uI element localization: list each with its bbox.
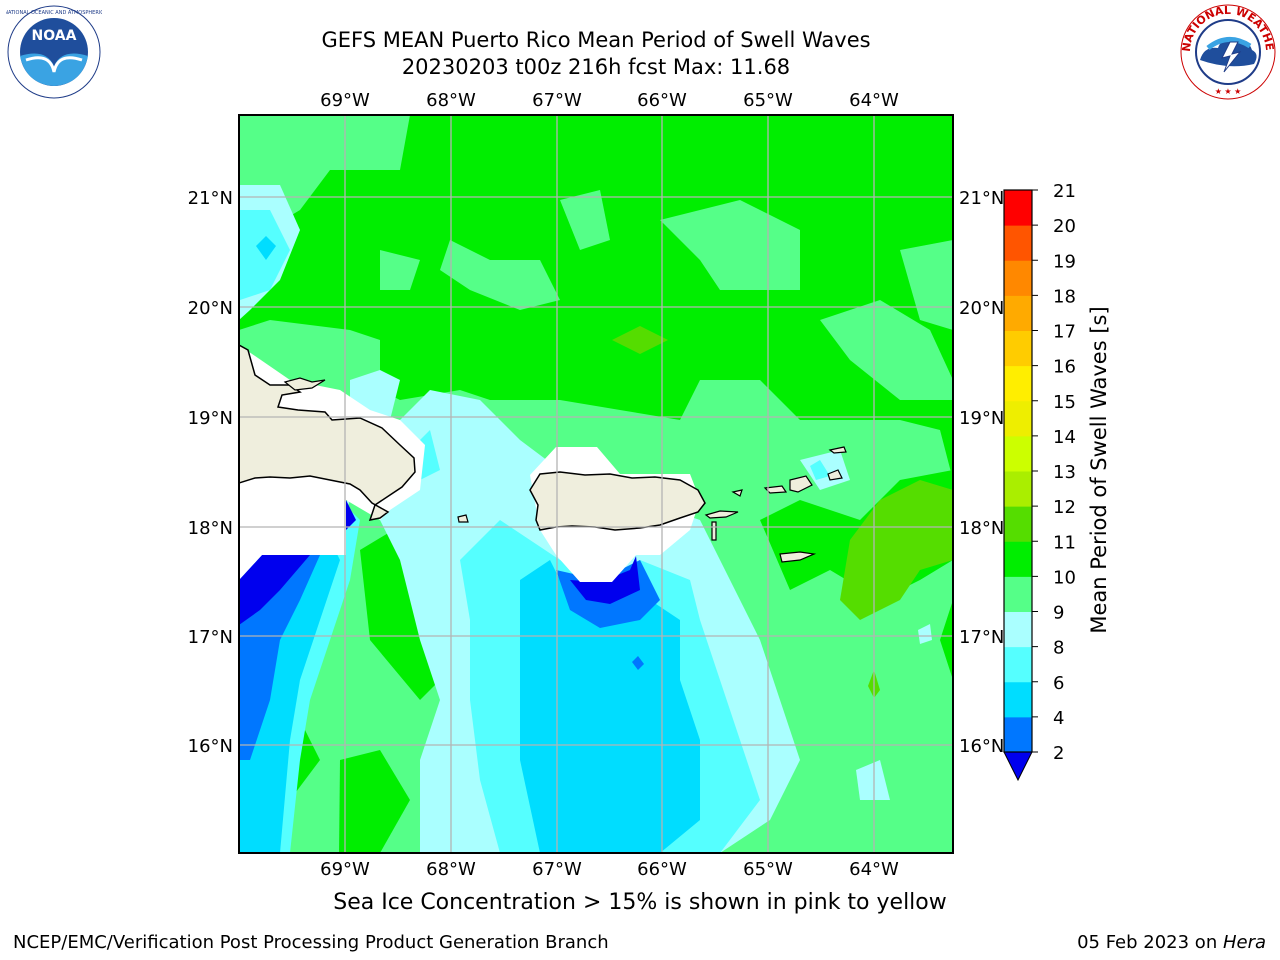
lon-label-top: 66°W: [637, 90, 687, 111]
lon-label-bottom: 69°W: [320, 859, 370, 880]
sea-ice-note: Sea Ice Concentration > 15% is shown in …: [333, 890, 947, 915]
colorbar-band: [1004, 365, 1032, 402]
map-plot-area: [239, 115, 953, 853]
colorbar-band: [1004, 646, 1032, 683]
colorbar-band: [1004, 541, 1032, 577]
colorbar-tick-label: 8: [1053, 638, 1064, 659]
land-hispaniola: [239, 344, 416, 521]
lat-label-right: 18°N: [959, 518, 1004, 539]
lon-label-bottom: 64°W: [849, 859, 899, 880]
colorbar-tick-label: 13: [1053, 462, 1076, 483]
colorbar-tick-label: 14: [1053, 427, 1076, 448]
lat-label-right: 16°N: [959, 736, 1004, 757]
noaa-logo-text: NOAA: [32, 28, 77, 44]
colorbar-tick-label: 6: [1053, 673, 1064, 694]
lon-label-bottom: 67°W: [532, 859, 582, 880]
lon-label-top: 69°W: [320, 90, 370, 111]
colorbar-band: [1004, 506, 1032, 542]
footer-date: 05 Feb 2023 on: [1077, 932, 1223, 953]
svg-text:★ ★ ★: ★ ★ ★: [1215, 87, 1242, 96]
colorbar-band: [1004, 576, 1032, 612]
colorbar-tick-label: 4: [1053, 708, 1064, 729]
colorbar-band: [1004, 260, 1032, 296]
colorbar-band: [1004, 471, 1032, 507]
colorbar-band: [1004, 190, 1032, 226]
colorbar-tick-label: 2: [1053, 743, 1064, 764]
colorbar-tick-label: 18: [1053, 286, 1076, 307]
colorbar-label: Mean Period of Swell Waves [s]: [1087, 306, 1111, 633]
colorbar-tick-label: 16: [1053, 357, 1076, 378]
colorbar-band: [1004, 400, 1032, 437]
lat-label-right: 17°N: [959, 627, 1004, 648]
lat-label-right: 21°N: [959, 188, 1004, 209]
map-frame: [238, 114, 954, 854]
colorbar-tick-label: 15: [1053, 392, 1076, 413]
nws-logo-icon: NATIONAL WEATHER SERVICE ★ ★ ★: [1178, 2, 1276, 100]
colorbar-band: [1004, 295, 1032, 331]
lon-label-bottom: 68°W: [426, 859, 476, 880]
colorbar-tick-label: 17: [1053, 322, 1076, 343]
chart-title-line2: 20230203 t00z 216h fcst Max: 11.68: [401, 55, 791, 79]
gridlines: [239, 115, 953, 853]
field-11-12: [464, 326, 953, 698]
lat-label-right: 19°N: [959, 408, 1004, 429]
colorbar-tick-label: 11: [1053, 532, 1076, 553]
lon-label-top: 68°W: [426, 90, 476, 111]
colorbar-band: [1004, 330, 1032, 367]
colorbar-tick-label: 12: [1053, 497, 1076, 518]
lon-label-top: 67°W: [532, 90, 582, 111]
colorbar-tick-label: 19: [1053, 251, 1076, 272]
footer-right: 05 Feb 2023 on Hera: [1077, 932, 1266, 953]
lat-label-left: 21°N: [188, 188, 233, 209]
lat-label-left: 18°N: [188, 518, 233, 539]
lat-label-left: 19°N: [188, 408, 233, 429]
land-puerto-rico: [529, 471, 706, 531]
colorbar-band: [1004, 435, 1032, 472]
footer-left: NCEP/EMC/Verification Post Processing Pr…: [13, 932, 609, 953]
lat-label-left: 17°N: [188, 627, 233, 648]
lon-label-bottom: 65°W: [743, 859, 793, 880]
lon-label-top: 65°W: [743, 90, 793, 111]
footer-host: Hera: [1222, 932, 1266, 953]
colorbar-tick-label: 9: [1053, 603, 1064, 624]
noaa-logo-icon: NOAA NATIONAL OCEANIC AND ATMOSPHERIC: [6, 5, 102, 99]
svg-text:NATIONAL OCEANIC AND ATMOSPHER: NATIONAL OCEANIC AND ATMOSPHERIC: [6, 10, 102, 16]
colorbar-band: [1004, 716, 1032, 753]
colorbar-band: [1004, 681, 1032, 718]
chart-title-line1: GEFS MEAN Puerto Rico Mean Period of Swe…: [321, 28, 871, 52]
colorbar-extend-arrow: [1003, 751, 1033, 782]
lat-label-left: 16°N: [188, 736, 233, 757]
colorbar: 2 4 6 8 9 10 11 12 13 14 15 16 17 18 19 20 21: [1003, 181, 1076, 782]
land-small-islands: [457, 446, 847, 563]
colorbar-tick-label: 20: [1053, 216, 1076, 237]
lon-label-bottom: 66°W: [637, 859, 687, 880]
colorbar-band: [1004, 611, 1032, 648]
lon-label-top: 64°W: [849, 90, 899, 111]
colorbar-band: [1004, 225, 1032, 261]
colorbar-tick-label: 10: [1053, 567, 1076, 588]
lat-label-right: 20°N: [959, 298, 1004, 319]
colorbar-tick-label: 21: [1053, 181, 1076, 202]
lat-label-left: 20°N: [188, 298, 233, 319]
